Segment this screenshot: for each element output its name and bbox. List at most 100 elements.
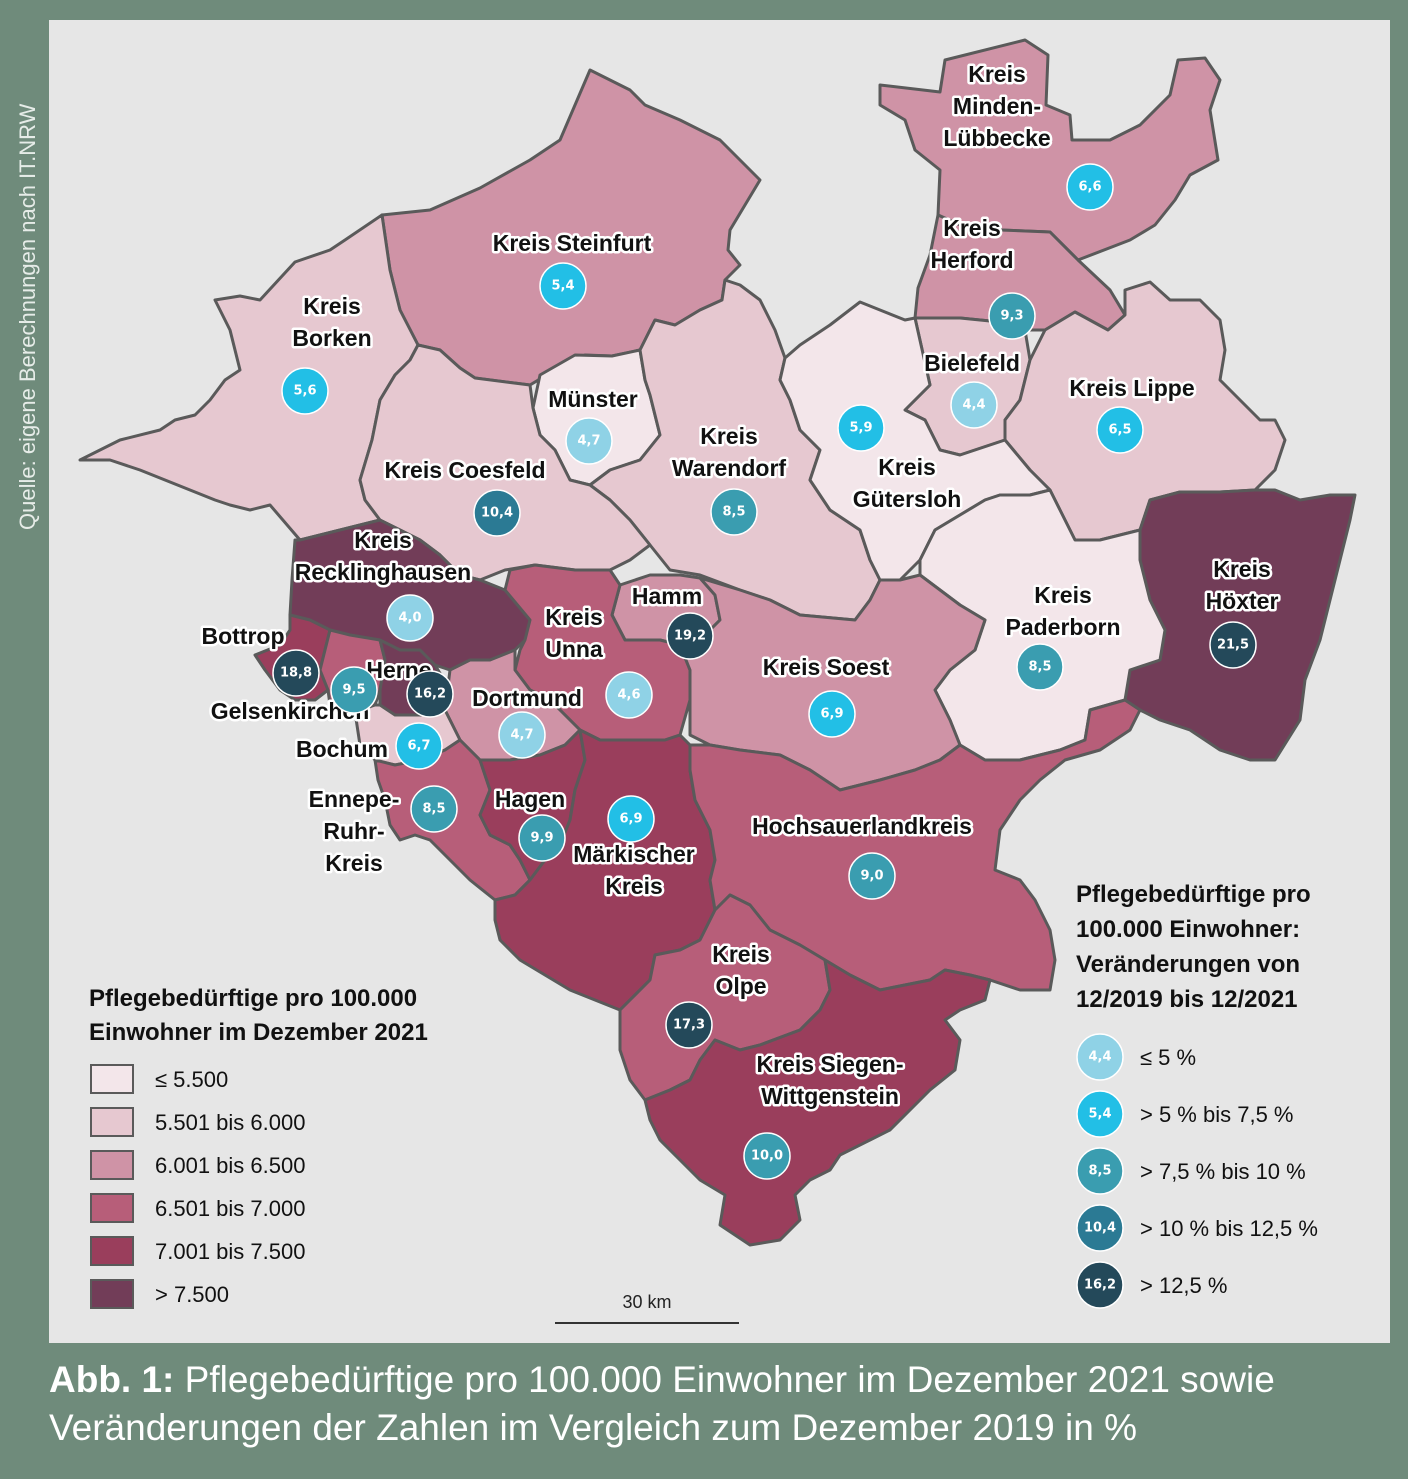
region-label-bottrop: Bottrop: [201, 623, 284, 649]
change-bubble-kreis-minden-luebbecke: [1066, 163, 1114, 211]
change-bubble-bottrop: [272, 649, 320, 697]
legend-swatch-c6: [90, 1279, 134, 1309]
region-label-kreis-soest: Kreis Soest: [763, 654, 890, 680]
change-value-kreis-herford: 9,3: [1000, 309, 1023, 324]
source-note: Quelle: eigene Berechnungen nach IT.NRW: [15, 103, 40, 530]
change-bubble-kreis-borken: [281, 367, 329, 415]
region-label-kreis-hoexter: Kreis: [1213, 556, 1271, 582]
change-value-kreis-lippe: 6,5: [1108, 423, 1131, 438]
region-label-ennepe-ruhr-kreis: Ennepe-: [309, 786, 400, 812]
change-value-bochum: 6,7: [407, 739, 430, 754]
figure-caption: Abb. 1: Pflegebedürftige pro 100.000 Ein…: [49, 1356, 1389, 1452]
region-label-maerkischer-kreis: Märkischer: [573, 841, 695, 867]
change-value-kreis-olpe: 17,3: [673, 1018, 705, 1033]
change-bubble-kreis-paderborn: [1016, 643, 1064, 691]
legend-swatch-c2: [90, 1107, 134, 1137]
region-label-kreis-minden-luebbecke: Kreis: [968, 61, 1026, 87]
region-label-kreis-minden-luebbecke: Lübbecke: [943, 125, 1050, 151]
change-value-bottrop: 18,8: [280, 666, 312, 681]
legend-left-label: ≤ 5.500: [155, 1067, 228, 1092]
legend-left-title: Einwohner im Dezember 2021: [89, 1019, 428, 1046]
region-label-kreis-warendorf: Kreis: [700, 423, 758, 449]
legend-right-label: > 7,5 % bis 10 %: [1140, 1159, 1306, 1184]
change-value-herne: 16,2: [414, 687, 446, 702]
region-label-kreis-steinfurt: Kreis Steinfurt: [493, 230, 652, 256]
region-label-kreis-unna: Unna: [545, 636, 603, 662]
change-bubble-kreis-hoexter: [1209, 621, 1257, 669]
legend-left-title: Pflegebedürftige pro 100.000: [89, 985, 417, 1012]
region-label-kreis-recklinghausen: Recklinghausen: [295, 559, 471, 585]
change-value-muenster: 4,7: [577, 434, 600, 449]
change-bubble-kreis-siegen-wittgenstein: [743, 1132, 791, 1180]
legend-right-label: ≤ 5 %: [1140, 1045, 1196, 1070]
legend-right-title: 100.000 Einwohner:: [1076, 916, 1300, 943]
legend-bubble-value: 8,5: [1088, 1164, 1111, 1179]
scale-bar: 30 km: [555, 1292, 739, 1324]
legend-left: Pflegebedürftige pro 100.000 Einwohner im…: [89, 985, 428, 1309]
region-layer: [78, 38, 1357, 1247]
region-kreis-siegen-wittgenstein: [643, 958, 992, 1247]
legend-swatch-c3: [90, 1150, 134, 1180]
region-label-kreis-lippe: Kreis Lippe: [1069, 375, 1194, 401]
caption-line-1: Pflegebedürftige pro 100.000 Einwohner i…: [174, 1359, 1275, 1400]
change-bubble-kreis-soest: [808, 690, 856, 738]
legend-bubble-value: 4,4: [1088, 1050, 1111, 1065]
region-label-kreis-recklinghausen: Kreis: [354, 527, 412, 553]
legend-swatch-c1: [90, 1064, 134, 1094]
change-value-hochsauerlandkreis: 9,0: [860, 869, 883, 884]
change-bubble-kreis-coesfeld: [473, 489, 521, 537]
legend-bubble-b5: [1076, 1261, 1124, 1309]
region-label-kreis-minden-luebbecke: Minden-: [953, 93, 1041, 119]
map-svg: Kreis Minden- Lübbecke Kreis Herford Kreis St…: [78, 38, 1357, 1324]
change-value-gelsenkirchen: 9,5: [342, 683, 365, 698]
change-value-kreis-siegen-wittgenstein: 10,0: [751, 1149, 783, 1164]
map-frame: Kreis Minden- Lübbecke Kreis Herford Kreis St…: [49, 20, 1390, 1343]
region-label-kreis-borken: Kreis: [303, 293, 361, 319]
change-value-kreis-borken: 5,6: [293, 384, 316, 399]
region-label-kreis-warendorf: Warendorf: [672, 455, 786, 481]
legend-right: Pflegebedürftige pro 100.000 Einwohner: Ve…: [1076, 881, 1318, 1309]
change-value-kreis-guetersloh: 5,9: [849, 421, 872, 436]
change-bubble-hochsauerlandkreis: [848, 852, 896, 900]
change-value-dortmund: 4,7: [510, 728, 533, 743]
change-bubble-kreis-steinfurt: [539, 262, 587, 310]
change-bubble-bochum: [395, 722, 443, 770]
label-layer: Kreis Minden- Lübbecke Kreis Herford Kreis St…: [199, 59, 1281, 1112]
change-value-kreis-hoexter: 21,5: [1217, 638, 1249, 653]
caption-line-2: Veränderungen der Zahlen im Vergleich zu…: [49, 1407, 1138, 1448]
legend-left-label: 5.501 bis 6.000: [155, 1110, 305, 1135]
change-value-kreis-warendorf: 8,5: [722, 505, 745, 520]
legend-right-title: Veränderungen von: [1076, 951, 1300, 978]
legend-right-title: Pflegebedürftige pro: [1076, 881, 1311, 908]
region-label-kreis-olpe: Olpe: [715, 973, 766, 999]
change-value-kreis-coesfeld: 10,4: [481, 506, 513, 521]
legend-swatch-c4: [90, 1193, 134, 1223]
region-label-kreis-guetersloh: Gütersloh: [853, 486, 962, 512]
change-bubble-muenster: [565, 417, 613, 465]
change-bubble-ennepe-ruhr-kreis: [410, 785, 458, 833]
region-label-ennepe-ruhr-kreis: Ruhr-: [323, 818, 384, 844]
region-label-dortmund: Dortmund: [472, 685, 582, 711]
region-label-ennepe-ruhr-kreis: Kreis: [325, 850, 383, 876]
change-bubble-gelsenkirchen: [330, 666, 378, 714]
change-value-hagen: 9,9: [530, 831, 553, 846]
legend-bubble-value: 5,4: [1088, 1107, 1111, 1122]
region-label-kreis-paderborn: Paderborn: [1005, 614, 1120, 640]
region-label-bochum: Bochum: [296, 736, 388, 762]
change-bubble-kreis-herford: [988, 292, 1036, 340]
change-bubble-bielefeld: [950, 381, 998, 429]
legend-bubble-b3: [1076, 1147, 1124, 1195]
change-value-kreis-minden-luebbecke: 6,6: [1078, 180, 1101, 195]
region-label-bielefeld: Bielefeld: [924, 350, 1020, 376]
region-label-kreis-herford: Kreis: [943, 215, 1001, 241]
legend-right-label: > 10 % bis 12,5 %: [1140, 1216, 1318, 1241]
caption-prefix: Abb. 1:: [49, 1359, 175, 1400]
change-value-bielefeld: 4,4: [962, 398, 985, 413]
region-label-maerkischer-kreis: Kreis: [605, 873, 663, 899]
region-label-kreis-paderborn: Kreis: [1034, 582, 1092, 608]
legend-left-label: 6.501 bis 7.000: [155, 1196, 305, 1221]
change-value-kreis-steinfurt: 5,4: [551, 279, 574, 294]
change-bubble-kreis-guetersloh: [837, 404, 885, 452]
change-bubble-kreis-olpe: [665, 1001, 713, 1049]
change-bubble-hamm: [666, 612, 714, 660]
